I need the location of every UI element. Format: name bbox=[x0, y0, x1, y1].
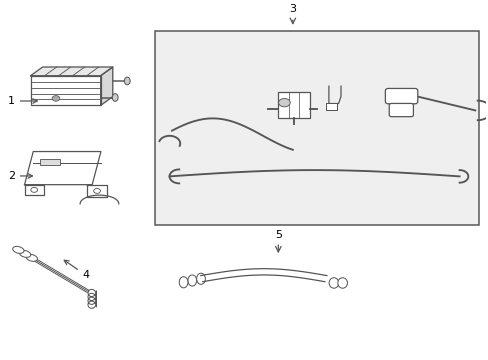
Bar bbox=[278, 92, 309, 118]
FancyBboxPatch shape bbox=[385, 89, 417, 104]
Bar bbox=[41, 158, 60, 165]
Polygon shape bbox=[24, 185, 44, 195]
Polygon shape bbox=[101, 67, 113, 105]
Ellipse shape bbox=[112, 94, 118, 102]
Circle shape bbox=[52, 96, 60, 101]
Ellipse shape bbox=[337, 278, 347, 288]
Polygon shape bbox=[87, 185, 106, 197]
Ellipse shape bbox=[196, 273, 205, 284]
Ellipse shape bbox=[179, 277, 187, 288]
Text: 4: 4 bbox=[64, 260, 89, 280]
Text: 1: 1 bbox=[8, 96, 37, 106]
Text: 2: 2 bbox=[8, 171, 32, 181]
Text: 3: 3 bbox=[289, 4, 296, 14]
Polygon shape bbox=[201, 269, 326, 282]
Polygon shape bbox=[24, 152, 101, 185]
Ellipse shape bbox=[13, 246, 24, 253]
Circle shape bbox=[94, 189, 100, 193]
Ellipse shape bbox=[328, 278, 338, 288]
FancyBboxPatch shape bbox=[388, 103, 412, 117]
Text: 5: 5 bbox=[274, 230, 281, 240]
Bar bbox=[155, 31, 478, 225]
Polygon shape bbox=[31, 67, 113, 76]
Ellipse shape bbox=[124, 77, 130, 85]
Ellipse shape bbox=[26, 255, 38, 261]
Ellipse shape bbox=[187, 275, 196, 286]
Circle shape bbox=[31, 188, 38, 192]
Bar bbox=[326, 103, 336, 111]
Circle shape bbox=[278, 99, 290, 107]
Bar bbox=[31, 76, 101, 105]
Ellipse shape bbox=[20, 251, 31, 257]
